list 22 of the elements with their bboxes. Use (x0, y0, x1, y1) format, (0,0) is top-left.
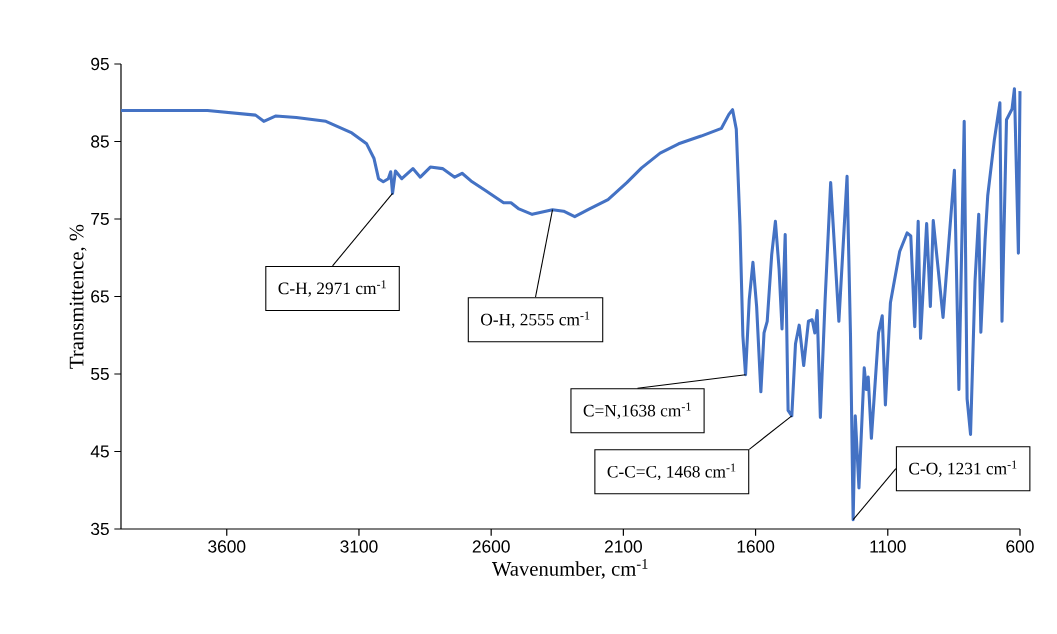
x-tick-label: 3600 (208, 540, 246, 553)
y-tick-label: 35 (91, 522, 109, 536)
annotation: O-H, 2555 cm$^{-1}$ (481, 311, 590, 328)
x-tick-label: 600 (1006, 540, 1034, 553)
y-tick-label: 75 (91, 212, 109, 226)
annotation: C-O, 1231 cm$^{-1}$ (909, 460, 1017, 477)
x-tick-label: 1600 (737, 540, 775, 553)
annotation: C-C=C, 1468 cm$^{-1}$ (607, 463, 736, 481)
y-tick-label: 85 (91, 135, 109, 148)
y-tick-label: 95 (91, 57, 109, 71)
y-axis-title: Transmittence, % (69, 224, 87, 369)
y-tick-label: 65 (91, 290, 109, 303)
line-series (119, 87, 1022, 522)
annotation: C=N,1638 cm$^{-1}$ (583, 402, 691, 420)
x-tick-label: 2100 (604, 540, 642, 553)
x-tick-label: 2600 (472, 540, 510, 553)
x-tick-label: 1100 (870, 540, 906, 553)
annotation: C-H, 2971 cm$^{-1}$ (278, 280, 386, 297)
x-axis-title: Wavenumber, cm$^{-1}$ (491, 559, 648, 579)
y-tick-label: 45 (90, 445, 109, 458)
y-tick-label: 55 (91, 367, 109, 381)
x-tick-label: 3100 (340, 540, 378, 553)
